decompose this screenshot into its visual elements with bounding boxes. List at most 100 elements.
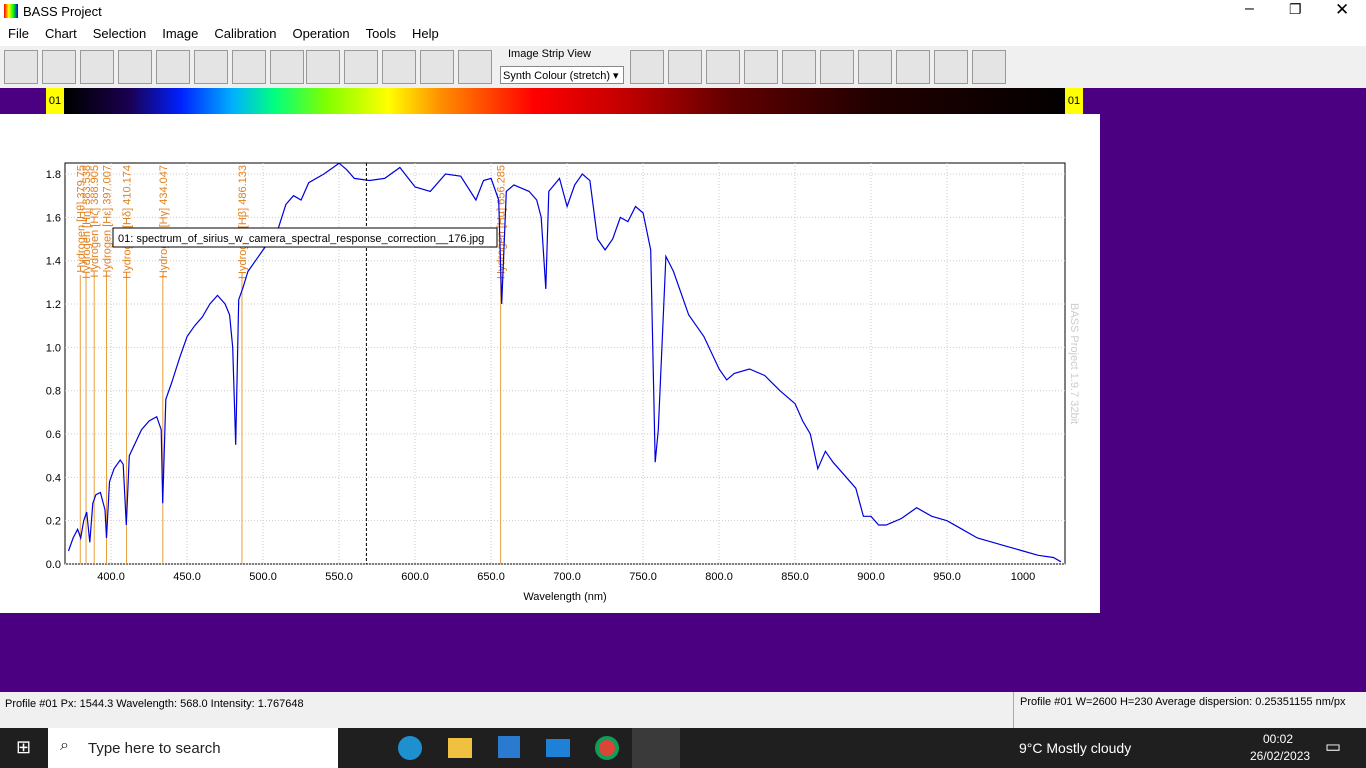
x-tick-label: 850.0 [781,571,809,583]
tool-button[interactable] [668,50,702,84]
spectral-line-label: Hydrogen [Hη] 383.538 [81,165,93,279]
y-tick-label: 0.4 [46,472,61,484]
explorer[interactable] [448,738,472,758]
start-button[interactable]: ⊞ [16,737,32,757]
x-tick-label: 900.0 [857,571,885,583]
x-tick-label: 550.0 [325,571,353,583]
menu-item[interactable]: Tools [365,26,396,41]
chart: 0.0 0.2 0.4 0.6 0.8 1.0 1.2 1.4 1.6 1.8 400.0 450.0… [46,162,1080,603]
spectral-line-label: Hydrogen [Hε] 397.007 [102,165,114,278]
tool-button[interactable] [934,50,968,84]
strip-mode-select[interactable]: Synth Colour (stretch) ▾ [500,66,624,84]
tool-button[interactable] [118,50,152,84]
status-right: Profile #01 W=2600 H=230 Average dispers… [1020,696,1346,708]
search-icon: ⌕ [60,737,69,754]
menu-item[interactable]: Image [162,26,199,41]
tool-button[interactable] [270,50,304,84]
y-tick-label: 1.4 [46,256,61,268]
spectral-line-label: Hydrogen [Hζ] 388.905 [89,165,101,277]
x-tick-label: 400.0 [97,571,125,583]
tool-button[interactable] [782,50,816,84]
spectral-line-label: Hydrogen [Hα] 656.285 [496,165,508,279]
legend-box [112,227,498,248]
app-icon [4,4,18,18]
menu-item[interactable]: Calibration [214,26,277,41]
strip-label-right: 01 [1065,88,1083,114]
tool-button[interactable] [4,50,38,84]
clock-date: 26/02/2023 [1250,749,1311,763]
mail[interactable] [546,739,570,757]
spectral-line-label: Hydrogen [Hδ] 410.174 [122,165,134,279]
edge[interactable] [398,736,422,760]
tool-button[interactable] [820,50,854,84]
tool-button[interactable] [458,50,492,84]
search-box[interactable]: ⌕ Type here to search [48,728,338,768]
plot-area [64,162,1066,565]
divider [1013,692,1014,728]
menu-item[interactable]: Operation [292,26,350,41]
taskbar: ⊞ ⌕ Type here to search 9°C Mostly cloud… [0,728,1366,768]
tool-button[interactable] [706,50,740,84]
tool-button[interactable] [896,50,930,84]
spectral-line-label: Hydrogen [Hθ] 379.75 [75,165,87,273]
tool-button[interactable] [42,50,76,84]
spectral-line-label: Hydrogen [Hγ] 434.047 [158,165,170,278]
y-tick-label: 1.2 [46,299,61,311]
menu-item[interactable]: Chart [44,26,77,41]
status-left: Profile #01 Px: 1544.3 Wavelength: 568.0… [5,698,304,710]
toolbar: Image Strip View Synth Colour (stretch) … [0,46,1366,88]
tool-button[interactable] [344,50,378,84]
tool-button[interactable] [744,50,778,84]
tool-button[interactable] [972,50,1006,84]
spectrum-line [67,162,1062,563]
store[interactable] [498,736,520,758]
notifications[interactable]: ▭ [1325,737,1342,756]
tool-button[interactable] [858,50,892,84]
y-tick-label: 0.8 [46,386,61,398]
tool-button[interactable] [80,50,114,84]
strip-label-left: 01 [46,88,64,114]
window-title: BASS Project [23,4,102,19]
x-tick-label: 650.0 [477,571,505,583]
title-bar: BASS Project – ❐ ✕ [0,0,1366,22]
x-axis-label: Wavelength (nm) [523,591,606,603]
restore[interactable]: ❐ [1289,1,1302,17]
image-strip: 01 01 [46,88,1083,114]
menu-item[interactable]: Selection [92,26,147,41]
strip-label: Image Strip View [508,48,591,60]
watermark: BASS Project 1.9.7 32bit [1068,303,1080,424]
tool-button[interactable] [382,50,416,84]
legend-entry: 01: spectrum_of_sirius_w_camera_spectral… [118,233,484,245]
tool-button[interactable] [156,50,190,84]
clock-time: 00:02 [1263,732,1294,746]
x-tick-label: 950.0 [933,571,961,583]
tool-button[interactable] [232,50,266,84]
strip-mode: Synth Colour (stretch) [503,70,610,82]
menu-item[interactable]: File [8,26,29,41]
x-tick-label: 1000 [1011,571,1035,583]
search-text: Type here to search [88,740,221,757]
status-bar: Profile #01 Px: 1544.3 Wavelength: 568.0… [0,692,1366,728]
chrome[interactable] [595,736,619,760]
x-tick-label: 700.0 [553,571,581,583]
chart-panel: 0.0 0.2 0.4 0.6 0.8 1.0 1.2 1.4 1.6 1.8 400.0 450.0… [0,114,1100,613]
y-tick-label: 1.6 [46,212,61,224]
spectral-line-label: Hydrogen [Hβ] 486.133 [237,165,249,279]
y-tick-label: 1.8 [46,169,61,181]
tool-button[interactable] [194,50,228,84]
tool-button[interactable] [630,50,664,84]
minimize[interactable]: – [1245,0,1254,17]
y-tick-label: 0.2 [46,516,61,528]
x-tick-label: 500.0 [249,571,277,583]
menu-bar: File Chart Selection Image Calibration Operat… [0,22,1366,46]
x-tick-label: 800.0 [705,571,733,583]
weather: 9°C Mostly cloudy [1019,740,1132,756]
close[interactable]: ✕ [1335,0,1350,19]
bass-task[interactable] [632,728,680,768]
tool-button[interactable] [420,50,454,84]
x-tick-label: 600.0 [401,571,429,583]
y-tick-label: 1.0 [46,342,61,354]
menu-item[interactable]: Help [411,26,439,41]
tool-button[interactable] [306,50,340,84]
